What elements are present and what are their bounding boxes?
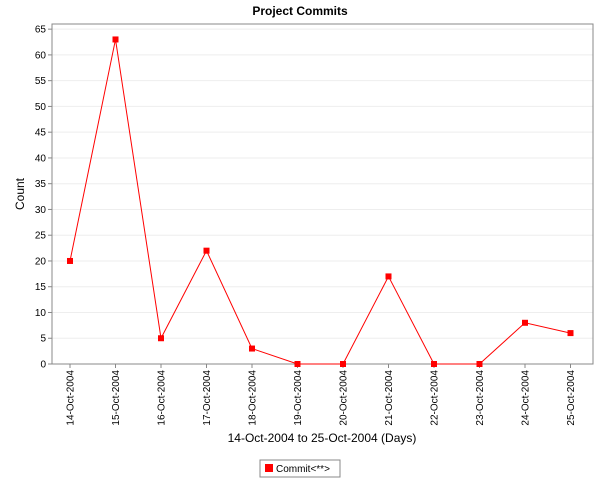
x-tick-label-20-Oct-2004: 20-Oct-2004 [339, 370, 350, 426]
y-tick-label-25: 25 [35, 231, 47, 242]
x-tick-label-18-Oct-2004: 18-Oct-2004 [248, 370, 259, 426]
legend-label: Commit<**> [276, 464, 330, 475]
x-tick-label-25-Oct-2004: 25-Oct-2004 [566, 370, 577, 426]
y-tick-label-20: 20 [35, 256, 47, 267]
x-tick-label-22-Oct-2004: 22-Oct-2004 [430, 370, 441, 426]
legend: Commit<**> [259, 459, 341, 478]
data-point-24-Oct-2004 [522, 319, 528, 326]
data-point-23-Oct-2004 [476, 361, 483, 367]
x-tick-label-23-Oct-2004: 23-Oct-2004 [475, 370, 486, 426]
y-tick-label-15: 15 [35, 282, 47, 293]
data-point-16-Oct-2004 [158, 335, 164, 342]
data-point-25-Oct-2004 [567, 330, 574, 337]
data-point-15-Oct-2004 [112, 36, 119, 43]
x-tick-label-19-Oct-2004: 19-Oct-2004 [293, 370, 304, 426]
data-point-18-Oct-2004 [249, 345, 255, 352]
y-tick-label-0: 0 [40, 360, 46, 371]
y-tick-label-50: 50 [35, 102, 47, 113]
x-tick-label-17-Oct-2004: 17-Oct-2004 [202, 370, 213, 426]
y-axis: 0 5 10 15 20 25 30 35 40 45 50 55 60 65 [35, 25, 52, 371]
data-point-20-Oct-2004 [340, 361, 346, 367]
y-tick-label-5: 5 [40, 334, 46, 345]
y-tick-label-40: 40 [35, 153, 47, 164]
y-tick-label-55: 55 [35, 76, 47, 87]
x-tick-label-15-Oct-2004: 15-Oct-2004 [111, 370, 122, 426]
y-tick-label-65: 65 [35, 25, 47, 36]
x-tick-label-24-Oct-2004: 24-Oct-2004 [521, 370, 532, 426]
y-tick-label-45: 45 [35, 128, 47, 139]
y-tick-label-35: 35 [35, 179, 47, 190]
y-tick-label-10: 10 [35, 308, 47, 319]
gridlines [52, 28, 593, 339]
plot-area [51, 23, 594, 365]
data-point-19-Oct-2004 [294, 361, 301, 367]
series-layer [67, 36, 574, 367]
x-tick-label-21-Oct-2004: 21-Oct-2004 [384, 370, 395, 426]
series-line-0 [69, 39, 571, 365]
chart-title: Project Commits [252, 4, 348, 18]
x-axis-label: 14-Oct-2004 to 25-Oct-2004 (Days) [228, 431, 417, 445]
x-axis: 14-Oct-2004 15-Oct-2004 16-Oct-2004 17-Oct-… [66, 364, 577, 426]
x-tick-label-14-Oct-2004: 14-Oct-2004 [66, 370, 77, 426]
y-tick-label-30: 30 [35, 205, 47, 216]
y-tick-label-60: 60 [35, 50, 47, 61]
data-point-22-Oct-2004 [431, 361, 437, 367]
legend-box [259, 459, 341, 478]
legend-swatch [265, 464, 273, 472]
data-point-21-Oct-2004 [385, 273, 392, 280]
y-axis-label: Count [13, 177, 27, 210]
data-point-17-Oct-2004 [203, 247, 210, 254]
data-point-14-Oct-2004 [67, 257, 73, 264]
x-tick-label-16-Oct-2004: 16-Oct-2004 [157, 370, 168, 426]
